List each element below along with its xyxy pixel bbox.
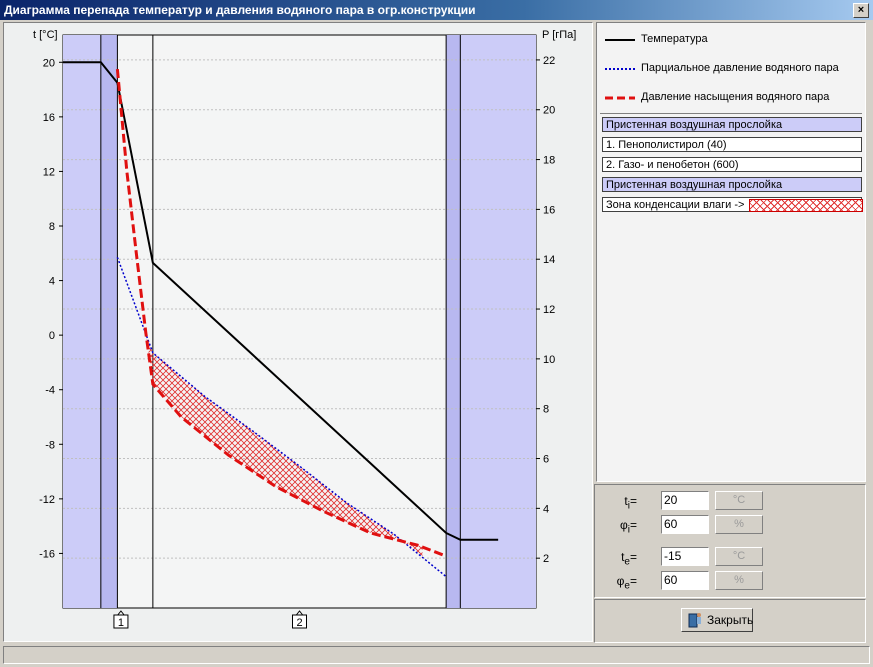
right-axis-label: P [гПа]: [542, 29, 576, 41]
legend-item-saturation-pressure: Давление насыщения водяного пара: [603, 91, 829, 107]
layer-marker-box: [113, 614, 129, 629]
left-axis-tick-label: -12: [39, 494, 55, 506]
condensation-zone-label: Зона конденсации влаги ->: [606, 199, 745, 211]
solid-line-icon: [605, 39, 635, 41]
left-axis-tick-label: 4: [49, 276, 55, 288]
parameters-panel: ti= 20 °C φi= 60 % te= -15 °C φe= 60 %: [594, 484, 866, 598]
layer-marker-arrow: [295, 610, 304, 617]
phie-unit-button[interactable]: %: [715, 571, 763, 590]
outer-air-band: [460, 35, 536, 608]
right-axis-tick-label: 14: [543, 254, 555, 266]
te-input[interactable]: -15: [661, 547, 709, 566]
button-panel: Закрыть: [594, 599, 866, 643]
layer-outer-air-gap: Пристенная воздушная прослойка: [602, 177, 862, 192]
inner-air-band: [63, 35, 101, 608]
left-axis-tick-label: -4: [45, 385, 55, 397]
right-axis-tick-label: 8: [543, 404, 549, 416]
right-axis-tick-label: 20: [543, 105, 555, 117]
legend-label: Давление насыщения водяного пара: [641, 91, 830, 103]
exit-door-icon: [688, 613, 701, 628]
legend-item-partial-pressure: Парциальное давление водяного пара: [603, 62, 839, 78]
series-line-saturation-pressure: [115, 68, 447, 558]
left-axis-label: t [°C]: [33, 29, 58, 41]
param-label-phii: φi=: [619, 518, 637, 536]
legend-label: Температура: [641, 33, 708, 45]
dotted-line-icon: [605, 68, 635, 70]
layer-aerated-concrete: 2. Газо- и пенобетон (600): [602, 157, 862, 172]
left-axis-tick-label: 0: [49, 330, 55, 342]
window-title: Диаграмма перепада температур и давления…: [4, 3, 476, 17]
left-axis-tick-label: -8: [45, 439, 55, 451]
legend-item-temperature: Температура: [603, 33, 708, 49]
close-button[interactable]: Закрыть: [681, 608, 753, 632]
param-label-phie: φe=: [616, 574, 637, 592]
window-close-button[interactable]: ×: [853, 3, 869, 18]
left-axis-tick-label: 20: [43, 57, 55, 69]
right-axis-tick-label: 18: [543, 155, 555, 167]
layer-inner-air-gap: Пристенная воздушная прослойка: [602, 117, 862, 132]
param-label-te: te=: [621, 550, 637, 568]
ti-unit-button[interactable]: °C: [715, 491, 763, 510]
left-axis-tick-label: -16: [39, 548, 55, 560]
layer-marker-arrow: [116, 610, 126, 617]
right-axis-tick-label: 2: [543, 553, 549, 565]
hatch-swatch-icon: [749, 199, 863, 212]
right-axis-tick-label: 4: [543, 503, 549, 515]
right-axis-tick-label: 6: [543, 454, 549, 466]
legend-label: Парциальное давление водяного пара: [641, 62, 839, 74]
window-titlebar: Диаграмма перепада температур и давления…: [0, 0, 873, 20]
left-axis-tick-label: 8: [49, 221, 55, 233]
ti-input[interactable]: 20: [661, 491, 709, 510]
inner-air-gap-band: [100, 35, 118, 608]
phie-input[interactable]: 60: [661, 571, 709, 590]
left-axis-tick-label: 12: [43, 166, 55, 178]
status-bar: [3, 646, 870, 664]
legend-panel: Температура Парциальное давление водяног…: [596, 22, 866, 482]
layers-list: Пристенная воздушная прослойка 1. Пенопо…: [600, 113, 863, 212]
layer-marker-label: 1: [118, 617, 124, 629]
phii-unit-button[interactable]: %: [715, 515, 763, 534]
chart-panel: 20 16 12 8 4 0 -4 -8 -12 -16 22 20 18 16 14 12 10 8 6 4 2 t […: [3, 22, 593, 642]
series-line-temperature: [63, 61, 499, 541]
layer-marker-box: [292, 614, 307, 629]
outer-air-gap-band: [446, 35, 461, 608]
param-label-ti: ti=: [624, 494, 637, 512]
right-axis-tick-label: 12: [543, 304, 555, 316]
right-axis-tick-label: 10: [543, 354, 555, 366]
layer-marker-label: 2: [296, 617, 302, 629]
layer-polystyrene: 1. Пенополистирол (40): [602, 137, 862, 152]
series-line-partial-pressure: [116, 257, 447, 578]
left-axis-tick-label: 16: [43, 112, 55, 124]
close-button-label: Закрыть: [707, 613, 754, 627]
dashed-line-icon: [605, 96, 635, 100]
phii-input[interactable]: 60: [661, 515, 709, 534]
te-unit-button[interactable]: °C: [715, 547, 763, 566]
right-axis-tick-label: 16: [543, 204, 555, 216]
right-axis-tick-label: 22: [543, 55, 555, 67]
condensation-zone-legend: Зона конденсации влаги ->: [602, 197, 863, 212]
